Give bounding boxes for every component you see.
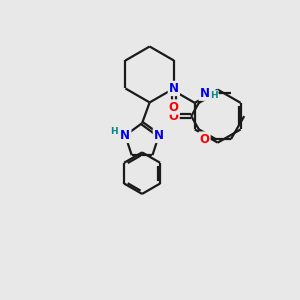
Text: H: H [210, 91, 218, 100]
Text: O: O [169, 100, 179, 113]
Text: N: N [120, 129, 130, 142]
Text: N: N [154, 129, 164, 142]
Text: O: O [169, 110, 178, 123]
Text: O: O [200, 133, 209, 146]
Text: N: N [200, 87, 209, 100]
Text: N: N [169, 82, 179, 95]
Text: H: H [110, 128, 118, 136]
